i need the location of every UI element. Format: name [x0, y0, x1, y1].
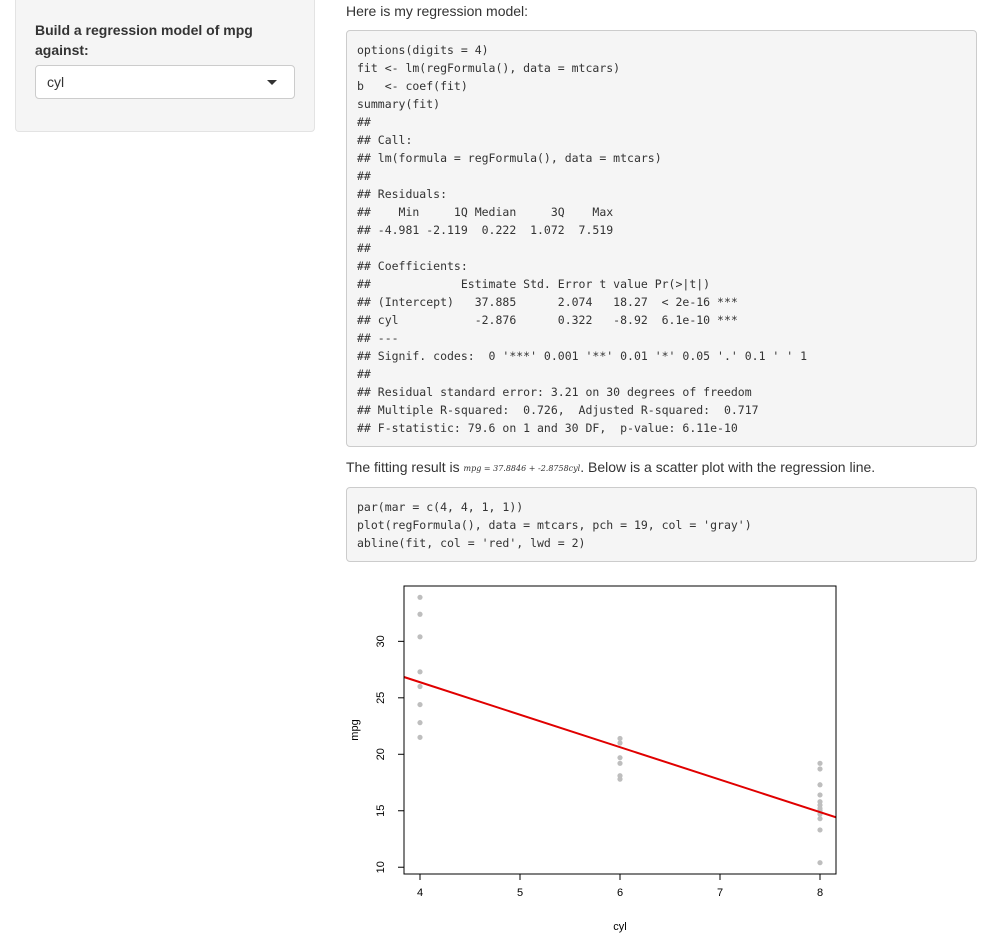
intro-text: Here is my regression model:	[346, 3, 529, 19]
code-model-line: ##	[357, 367, 371, 381]
y-tick-label: 25	[375, 692, 387, 704]
code-model-line: ## F-statistic: 79.6 on 1 and 30 DF, p-v…	[357, 421, 738, 435]
result-text-after: . Below is a scatter plot with the regre…	[580, 459, 876, 475]
data-point	[417, 720, 423, 726]
data-point	[817, 827, 823, 833]
code-model-line: ## cyl -2.876 0.322 -8.92 6.1e-10 ***	[357, 313, 738, 327]
y-tick-label: 10	[375, 861, 387, 873]
code-model-line: options(digits = 4)	[357, 43, 489, 57]
code-block-model: options(digits = 4) fit <- lm(regFormula(…	[346, 30, 977, 447]
y-tick-label: 20	[375, 748, 387, 760]
data-point	[817, 792, 823, 798]
data-point	[617, 735, 623, 742]
code-model-line: ## Estimate Std. Error t value Pr(>|t|)	[357, 277, 711, 291]
code-block-plot: par(mar = c(4, 4, 1, 1)) plot(regFormula(…	[346, 487, 977, 562]
sidebar-panel: Build a regression model of mpg against:…	[15, 0, 315, 132]
data-point	[417, 701, 423, 708]
chevron-down-icon[interactable]	[267, 80, 277, 85]
result-formula: mpg = 37.8846 + -2.8758cyl	[463, 464, 581, 473]
x-tick-label: 8	[817, 887, 823, 899]
code-model-line: ## Multiple R-squared: 0.726, Adjusted R…	[357, 403, 759, 417]
data-point	[617, 776, 623, 782]
code-model-line: b <- coef(fit)	[357, 79, 468, 93]
data-point	[817, 860, 823, 866]
code-model-line: ## Min 1Q Median 3Q Max	[357, 205, 614, 219]
data-point	[617, 760, 623, 766]
code-plot-line: abline(fit, col = 'red', lwd = 2)	[357, 536, 586, 550]
x-tick-label: 4	[417, 887, 423, 899]
variable-select[interactable]: cyl	[35, 65, 295, 99]
data-point	[817, 766, 823, 772]
code-model-line: summary(fit)	[357, 97, 441, 111]
data-point	[417, 669, 423, 675]
data-point	[817, 760, 823, 766]
data-point	[417, 683, 423, 690]
x-tick-label: 7	[717, 887, 723, 899]
code-model-line: ## Residuals:	[357, 187, 448, 201]
data-point	[417, 634, 423, 640]
code-model-line: ## Signif. codes: 0 '***' 0.001 '**' 0.0…	[357, 349, 808, 363]
code-plot-line: par(mar = c(4, 4, 1, 1))	[357, 500, 524, 514]
code-model-line: ##	[357, 115, 371, 129]
code-model-line: ## ---	[357, 331, 399, 345]
regression-line	[404, 676, 836, 819]
data-point	[617, 755, 623, 761]
data-point	[817, 782, 823, 788]
code-model-line: ## Residual standard error: 3.21 on 30 d…	[357, 385, 752, 399]
select-label: Build a regression model of mpg against:	[35, 22, 253, 58]
code-model-line: ## (Intercept) 37.885 2.074 18.27 < 2e-1…	[357, 295, 738, 309]
select-value: cyl	[47, 74, 65, 90]
code-model-line: fit <- lm(regFormula(), data = mtcars)	[357, 61, 621, 75]
y-tick-label: 30	[375, 635, 387, 647]
x-tick-label: 6	[617, 887, 623, 899]
y-axis-label: mpg	[349, 719, 361, 740]
code-plot-line: plot(regFormula(), data = mtcars, pch = …	[357, 518, 752, 532]
plot-frame	[403, 585, 837, 875]
data-point	[417, 594, 423, 600]
code-model-line: ## -4.981 -2.119 0.222 1.072 7.519	[357, 223, 614, 237]
code-model-line: ##	[357, 241, 371, 255]
x-axis-label: cyl	[613, 921, 626, 933]
scatter-plot-svg: 4 5 6 7 8 10 15 20 25 30 cyl mpg	[349, 585, 837, 933]
scatter-plot: 4 5 6 7 8 10 15 20 25 30 cyl mpg	[346, 572, 850, 943]
x-tick-label: 5	[517, 887, 523, 899]
code-model-line: ## Call:	[357, 133, 413, 147]
code-model-line: ##	[357, 169, 371, 183]
code-model-line: ## lm(formula = regFormula(), data = mtc…	[357, 151, 662, 165]
data-point	[417, 734, 423, 740]
code-model-line: ## Coefficients:	[357, 259, 468, 273]
data-point	[817, 816, 823, 822]
data-point	[417, 611, 423, 617]
result-text-before: The fitting result is	[346, 459, 464, 475]
data-point	[617, 740, 623, 746]
y-tick-label: 15	[375, 805, 387, 817]
result-text: The fitting result is mpg = 37.8846 + -2…	[346, 457, 875, 479]
